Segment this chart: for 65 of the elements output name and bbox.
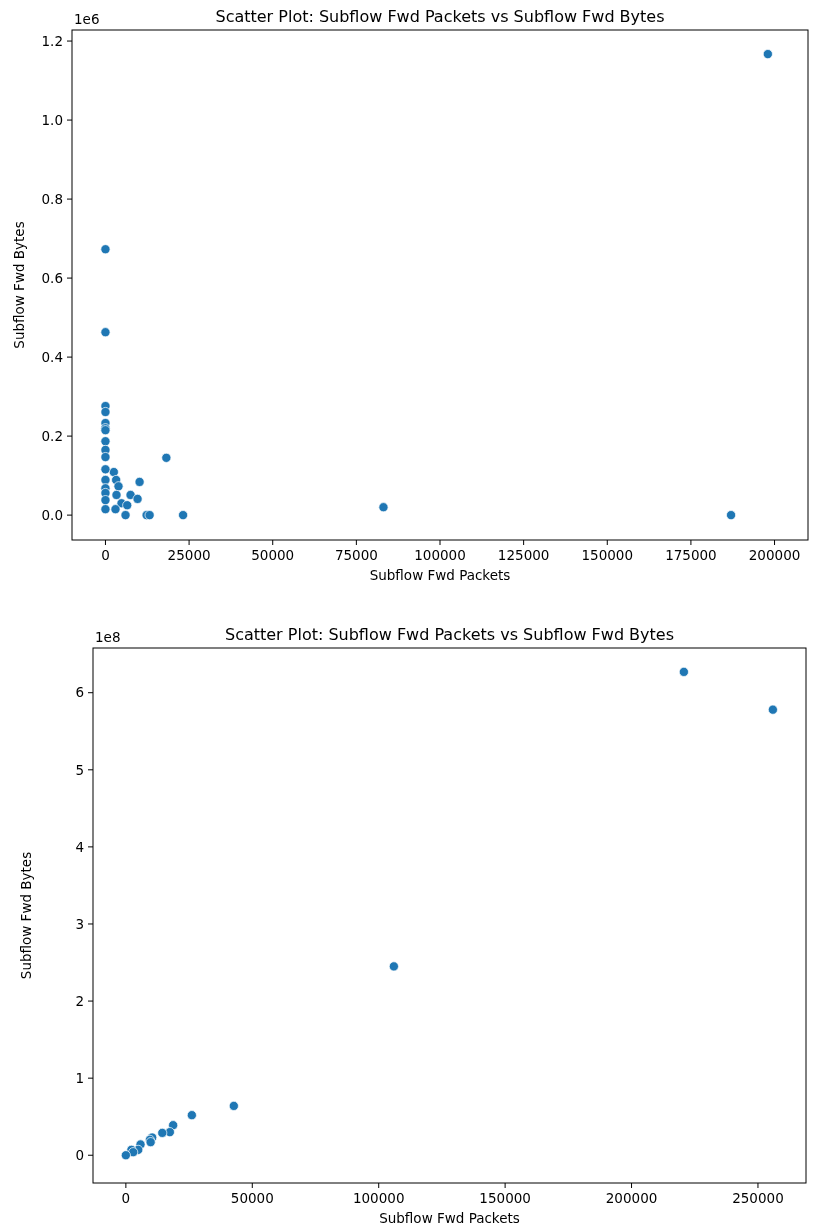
x-tick-label: 0 xyxy=(101,547,110,563)
point xyxy=(762,49,773,60)
y-tick-label: 0.8 xyxy=(41,190,63,207)
y-tick-label: 0.4 xyxy=(41,348,63,365)
y-tick-label: 2 xyxy=(75,992,84,1009)
point xyxy=(161,452,172,463)
y-tick-label: 1.0 xyxy=(41,111,63,128)
point xyxy=(100,464,111,475)
point xyxy=(178,510,189,521)
x-axis-title: Subflow Fwd Packets xyxy=(379,1210,520,1226)
point xyxy=(100,407,111,417)
x-tick-label: 75000 xyxy=(334,547,378,563)
y-tick-label: 0.6 xyxy=(41,269,63,286)
point xyxy=(120,510,131,521)
point xyxy=(100,452,111,462)
chart-title: Scatter Plot: Subflow Fwd Packets vs Subflow Fwd Bytes xyxy=(215,7,665,26)
point xyxy=(100,327,111,338)
x-tick-label: 50000 xyxy=(230,1190,274,1206)
y-axis-title: Subflow Fwd Bytes xyxy=(18,851,34,980)
y-tick-label: 4 xyxy=(75,838,84,855)
point xyxy=(388,961,399,972)
x-tick-label: 250000 xyxy=(732,1190,784,1206)
chart-title: Scatter Plot: Subflow Fwd Packets vs Subflow Fwd Bytes xyxy=(224,625,675,644)
point xyxy=(157,1127,168,1138)
y-tick-label: 0.2 xyxy=(41,427,63,444)
point xyxy=(132,493,143,504)
y-tick-label: 1 xyxy=(75,1069,84,1086)
point xyxy=(122,500,133,511)
point xyxy=(186,1110,197,1121)
y-tick-label: 0 xyxy=(75,1146,84,1163)
point xyxy=(726,510,736,521)
point xyxy=(100,495,111,506)
point xyxy=(378,502,389,513)
point xyxy=(110,504,121,515)
point xyxy=(100,504,111,515)
x-tick-label: 125000 xyxy=(497,547,550,563)
point xyxy=(767,704,778,715)
point xyxy=(134,476,145,487)
x-tick-label: 200000 xyxy=(605,1190,658,1206)
y-tick-label: 0.0 xyxy=(41,506,63,523)
x-tick-label: 150000 xyxy=(479,1190,531,1206)
x-tick-label: 200000 xyxy=(748,547,801,563)
y-tick-label: 5 xyxy=(75,761,84,778)
y-tick-label: 1.2 xyxy=(41,32,63,49)
x-tick-label: 175000 xyxy=(665,547,717,563)
y-tick-label: 3 xyxy=(75,915,84,932)
point xyxy=(100,436,111,447)
x-tick-label: 100000 xyxy=(414,547,466,563)
point xyxy=(120,1150,131,1161)
point xyxy=(100,244,111,255)
x-tick-label: 25000 xyxy=(167,547,211,563)
point xyxy=(125,490,136,500)
text: 1e8 xyxy=(95,629,121,645)
x-tick-label: 150000 xyxy=(581,547,634,563)
point xyxy=(113,481,124,492)
y-axis-title: Subflow Fwd Bytes xyxy=(11,221,27,349)
x-tick-label: 100000 xyxy=(352,1190,405,1206)
x-tick-label: 50000 xyxy=(251,547,295,563)
point xyxy=(228,1100,239,1111)
point xyxy=(678,666,689,677)
x-tick-label: 0 xyxy=(121,1190,131,1206)
text: 1e6 xyxy=(74,11,100,27)
x-axis-title: Subflow Fwd Packets xyxy=(369,567,511,583)
y-tick-label: 6 xyxy=(75,684,84,701)
point xyxy=(111,490,122,500)
